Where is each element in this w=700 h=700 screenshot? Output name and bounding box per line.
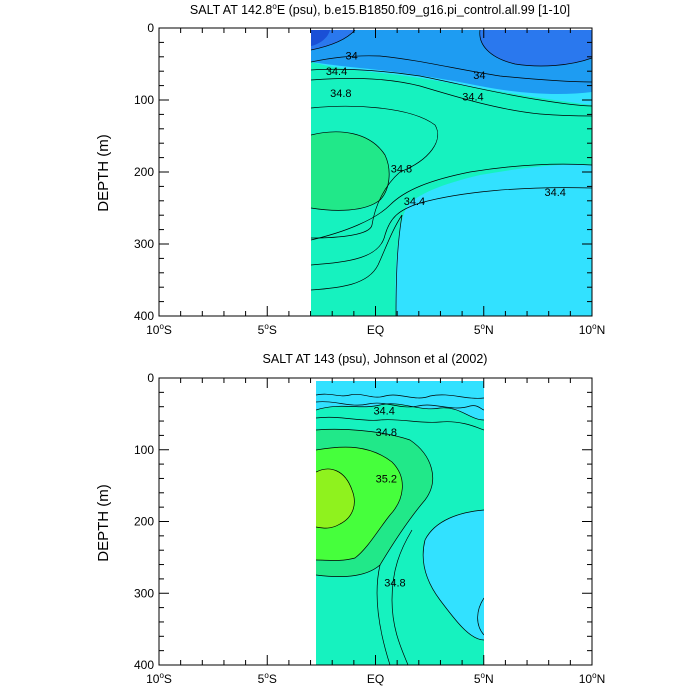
y-tick-label: 200: [134, 515, 154, 529]
y-tick-label: 100: [134, 443, 154, 457]
contour-label: 34.8: [376, 427, 397, 439]
x-tick-label: 10oN: [579, 671, 605, 686]
panel-obs-contour-labels: 34.4 34.8 35.2 34.8: [373, 405, 405, 589]
contour-label: 34: [473, 70, 485, 82]
panel-model-tick-labels: 10oS 5oS EQ 5oN 10oN 0 100 200 300 400: [134, 21, 605, 337]
fill-band: [316, 469, 355, 529]
panel-obs-tick-labels: 10oS 5oS EQ 5oN 10oN 0 100 200 300 400: [134, 371, 605, 686]
x-tick-label: 5oN: [474, 671, 494, 686]
panel-model-ylabel: DEPTH (m): [95, 134, 112, 212]
contour-label: 34.4: [326, 66, 347, 78]
x-tick-label: 5oN: [474, 322, 494, 337]
x-tick-label: EQ: [367, 672, 384, 686]
panel-obs-ylabel: DEPTH (m): [95, 484, 112, 562]
contour-label: 34.8: [391, 163, 412, 175]
fill-band: [311, 131, 390, 211]
contour-label: 34.4: [462, 91, 483, 103]
y-tick-label: 400: [134, 658, 154, 672]
fill-band: [311, 30, 330, 46]
x-tick-label: 10oS: [146, 322, 172, 337]
contour-label: 34.4: [373, 405, 394, 417]
fill-band: [479, 30, 592, 66]
panel-model-axes: [158, 27, 593, 317]
contour-label: 34.4: [544, 187, 565, 199]
panel-model: SALT AT 142.8oE (psu), b.e15.B1850.f09_g…: [95, 2, 605, 337]
contour-label: 35.2: [376, 473, 397, 485]
panel-model-contour-fill: [311, 30, 592, 316]
contour-label: 34.8: [330, 88, 351, 100]
panel-model-contour-labels: 34 34.4 34 34.8 34.4 34.8 34.4 34.4: [326, 50, 566, 208]
x-tick-label: 5oS: [258, 322, 277, 337]
y-tick-label: 0: [147, 371, 154, 385]
panel-model-title: SALT AT 142.8oE (psu), b.e15.B1850.f09_g…: [190, 2, 570, 17]
y-tick-label: 400: [134, 309, 154, 323]
panel-obs-title: SALT AT 143 (psu), Johnson et al (2002): [263, 352, 488, 366]
x-tick-label: 10oS: [146, 671, 172, 686]
y-tick-label: 300: [134, 586, 154, 600]
fill-band: [311, 62, 592, 316]
x-tick-label: 10oN: [579, 322, 605, 337]
panel-obs-axes: [158, 377, 593, 666]
y-tick-label: 300: [134, 237, 154, 251]
panel-obs-contour-fill: [316, 381, 484, 665]
contour-label: 34.4: [404, 196, 425, 208]
y-tick-label: 0: [147, 21, 154, 35]
y-tick-label: 100: [134, 93, 154, 107]
panel-obs: SALT AT 143 (psu), Johnson et al (2002) …: [95, 352, 605, 686]
contour-lines: [311, 30, 592, 316]
contour-label: 34: [346, 50, 358, 62]
contour-lines: [316, 393, 484, 665]
y-tick-label: 200: [134, 165, 154, 179]
contour-label: 34.8: [384, 577, 405, 589]
x-tick-label: 5oS: [258, 671, 277, 686]
x-tick-label: EQ: [367, 323, 384, 337]
